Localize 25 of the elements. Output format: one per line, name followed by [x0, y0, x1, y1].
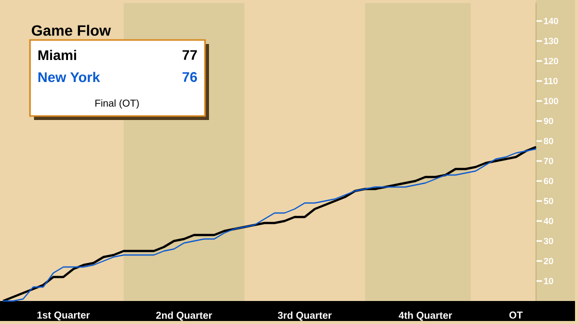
x-tick-label: 3rd Quarter [278, 312, 332, 321]
y-tick-label: 130 [544, 38, 558, 44]
y-tick-label: 40 [544, 218, 554, 224]
text: Game Flow [32, 24, 111, 36]
y-tick-label: 90 [544, 118, 554, 124]
y-tick-label: 140 [544, 18, 558, 24]
x-tick-label: 1st Quarter [37, 312, 90, 320]
annotation: 76 [182, 72, 197, 82]
x-tick-label: OT [509, 312, 523, 319]
text: New York [38, 72, 100, 82]
y-tick-label: 60 [544, 178, 554, 184]
y-tick-label: 100 [544, 98, 558, 104]
y-tick-label: 120 [544, 58, 558, 64]
text: Miami [38, 50, 76, 60]
y-tick-label: 70 [544, 158, 554, 164]
y-tick-label: 80 [544, 138, 554, 144]
y-tick-label: 10 [544, 278, 554, 284]
x-tick-label: 2nd Quarter [156, 312, 212, 321]
x-tick-label: 4th Quarter [398, 312, 452, 321]
y-tick-label: 20 [544, 258, 554, 264]
y-tick-label: 50 [544, 198, 554, 204]
annotation: Final (OT) [95, 99, 139, 109]
annotation: 77 [182, 50, 197, 60]
y-tick-label: 30 [544, 238, 554, 244]
y-tick-label: 110 [544, 78, 558, 84]
